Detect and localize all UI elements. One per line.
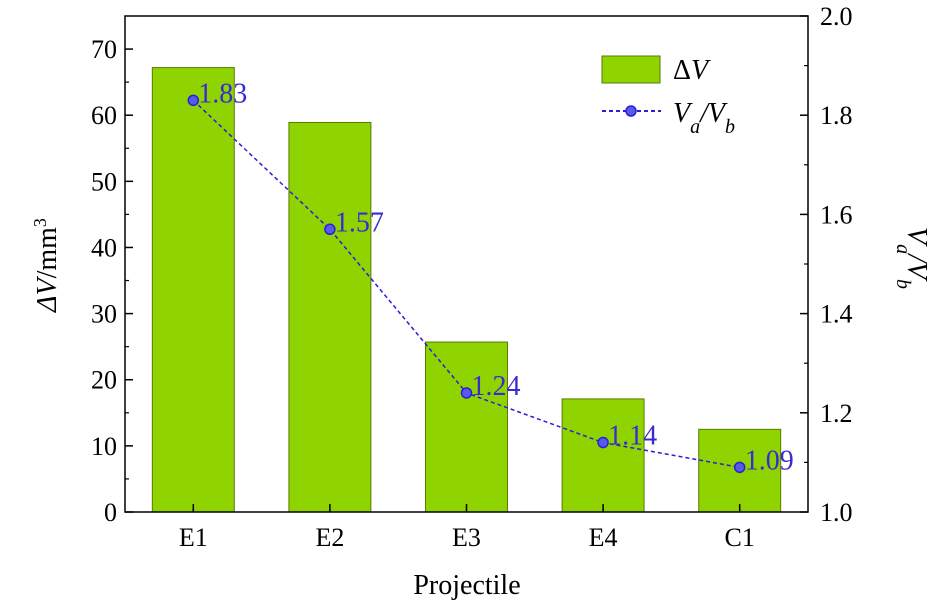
point-C1 bbox=[733, 461, 746, 474]
x-tick-label-E2: E2 bbox=[315, 523, 344, 552]
legend-marker bbox=[625, 105, 637, 117]
bar-E2 bbox=[288, 121, 372, 513]
y-left-tick-label-60: 60 bbox=[91, 101, 117, 130]
y-right-tick-label-1.6: 1.6 bbox=[820, 200, 853, 229]
point-E3 bbox=[460, 387, 473, 399]
x-tick-label-C1: C1 bbox=[725, 523, 755, 552]
data-label-E3: 1.24 bbox=[472, 371, 521, 402]
data-label-C1: 1.09 bbox=[745, 445, 794, 476]
y-axis-left-title: ΔV/mm3 bbox=[30, 218, 63, 313]
y-left-tick-label-20: 20 bbox=[91, 366, 117, 395]
point-E2 bbox=[324, 223, 336, 236]
y-left-tick-label-40: 40 bbox=[91, 233, 117, 262]
data-label-E2: 1.57 bbox=[335, 207, 384, 238]
y-right-tick-label-1.0: 1.0 bbox=[820, 498, 853, 527]
y-left-tick-label-30: 30 bbox=[91, 300, 117, 329]
legend-swatch-bar bbox=[601, 55, 661, 84]
y-left-tick-label-10: 10 bbox=[91, 432, 117, 461]
y-axis-right-title: Va/Vb bbox=[892, 227, 932, 289]
data-label-E1: 1.83 bbox=[198, 78, 247, 109]
y-left-tick-label-70: 70 bbox=[91, 35, 117, 64]
y-right-tick-label-1.4: 1.4 bbox=[820, 300, 853, 329]
y-right-tick-label-2.0: 2.0 bbox=[820, 2, 853, 31]
y-left-tick-label-50: 50 bbox=[91, 167, 117, 196]
ticks-layer: 0 10 20 30 40 50 60 70 1.0 1.2 1.4 1.6 1.8 2.0 E1 E2 E3 E… bbox=[91, 2, 853, 552]
legend-label-line: Va/Vb bbox=[673, 98, 735, 138]
point-E4 bbox=[597, 436, 609, 449]
x-axis-title: Projectile bbox=[413, 570, 520, 601]
x-tick-label-E1: E1 bbox=[179, 523, 208, 552]
y-right-tick-label-1.8: 1.8 bbox=[820, 101, 853, 130]
legend: ΔV Va/Vb bbox=[601, 55, 735, 138]
x-tick-label-E4: E4 bbox=[589, 523, 618, 552]
bar-E3 bbox=[425, 341, 508, 513]
x-tick-label-E3: E3 bbox=[452, 523, 481, 552]
bars-layer bbox=[151, 67, 782, 513]
y-left-tick-label-0: 0 bbox=[104, 498, 117, 527]
bar-E1 bbox=[151, 67, 235, 513]
legend-label-bar: ΔV bbox=[673, 55, 711, 86]
data-label-E4: 1.14 bbox=[608, 421, 657, 452]
point-E1 bbox=[187, 94, 200, 107]
y-right-tick-label-1.2: 1.2 bbox=[820, 399, 853, 428]
bar-E4 bbox=[561, 398, 645, 513]
line-layer: 1.83 1.57 1.24 1.14 1.09 bbox=[187, 78, 794, 476]
